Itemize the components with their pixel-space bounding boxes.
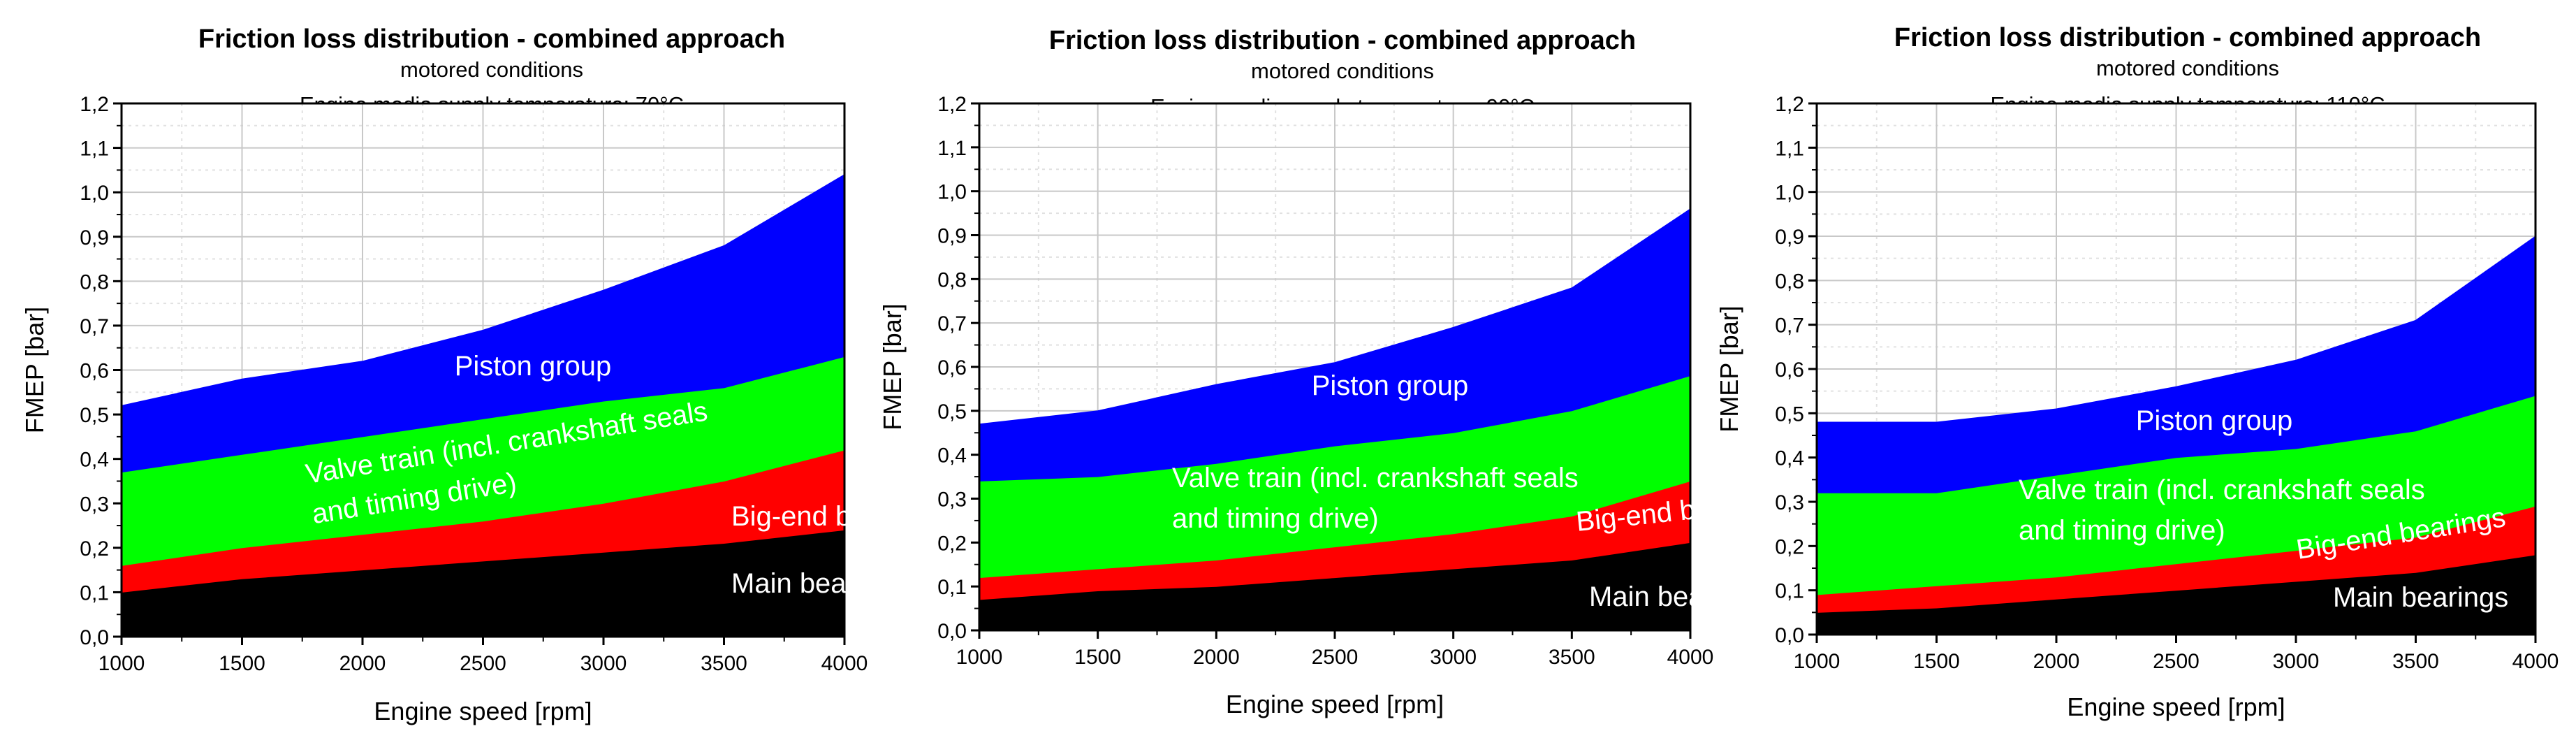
y-tick-label: 1,0 (1775, 182, 1804, 205)
y-tick-label: 0,6 (1775, 359, 1804, 382)
x-axis-label: Engine speed [rpm] (374, 697, 592, 725)
y-tick-label: 0,6 (937, 356, 967, 379)
y-tick-label: 0,0 (1775, 624, 1804, 647)
y-tick-label: 0,6 (80, 360, 109, 383)
series-label-line: Valve train (incl. crankshaft seals (2019, 475, 2425, 505)
y-tick-label: 0,1 (1775, 580, 1804, 603)
x-tick-label: 4000 (2512, 650, 2559, 673)
axis-ticks: 0,0 0,1 0,2 0,3 0,4 0,5 0,6 0,7 0,8 0,9 1,0 1,1 1,2 1… (937, 93, 1713, 669)
series-label-piston: Piston group (1312, 370, 1469, 401)
y-tick-label: 0,9 (1775, 226, 1804, 249)
x-tick-label: 2000 (1193, 646, 1240, 669)
x-tick-label: 3500 (2392, 650, 2439, 673)
y-tick-label: 0,2 (937, 532, 967, 555)
y-tick-label: 0,0 (80, 626, 109, 649)
x-tick-label: 1000 (1794, 650, 1840, 673)
x-tick-label: 3500 (1549, 646, 1595, 669)
axis-ticks: 0,0 0,1 0,2 0,3 0,4 0,5 0,6 0,7 0,8 0,9 1,0 1,1 1,2 1… (80, 93, 868, 675)
y-tick-label: 0,3 (80, 493, 109, 516)
x-tick-label: 3000 (1430, 646, 1477, 669)
x-tick-label: 3000 (580, 652, 627, 675)
chart-panel-110c: Friction loss distribution - combined ap… (1715, 23, 2559, 721)
y-tick-label: 0,8 (80, 270, 109, 294)
y-tick-label: 0,8 (937, 268, 967, 291)
series-label-valve: Valve train (incl. crankshaft seals and t… (1172, 463, 1579, 534)
y-axis-label: FMEP [bar] (878, 303, 907, 430)
y-tick-label: 0,0 (937, 620, 967, 643)
x-tick-label: 1500 (1074, 646, 1121, 669)
series-label-piston: Piston group (455, 351, 612, 382)
x-tick-label: 3500 (701, 652, 747, 675)
x-tick-label: 2500 (1312, 646, 1359, 669)
y-axis-label: FMEP [bar] (20, 307, 49, 433)
x-tick-label: 4000 (821, 652, 868, 675)
y-tick-label: 0,4 (80, 449, 109, 472)
x-tick-label: 3000 (2273, 650, 2320, 673)
series-label-big-end: Big-end bearings (731, 501, 942, 532)
y-tick-label: 0,2 (80, 537, 109, 560)
y-tick-label: 0,7 (80, 315, 109, 338)
y-tick-label: 0,1 (937, 576, 967, 599)
area-series-group (1816, 236, 2536, 635)
series-label-line: and timing drive) (1172, 503, 1379, 534)
y-tick-label: 1,2 (1775, 93, 1804, 116)
chart-title: Friction loss distribution - combined ap… (1894, 23, 2481, 52)
y-tick-label: 0,3 (1775, 491, 1804, 514)
y-tick-label: 0,3 (937, 489, 967, 512)
y-tick-label: 1,1 (80, 138, 109, 161)
y-tick-label: 1,2 (937, 93, 967, 116)
x-tick-label: 1000 (956, 646, 1003, 669)
series-label-valve: Valve train (incl. crankshaft seals and t… (2019, 475, 2425, 546)
y-tick-label: 0,2 (1775, 535, 1804, 558)
area-series-group (121, 173, 845, 637)
chart-subtitle: motored conditions (1251, 59, 1434, 83)
y-tick-label: 1,0 (937, 181, 967, 204)
x-tick-label: 2500 (460, 652, 506, 675)
x-tick-label: 1500 (219, 652, 265, 675)
y-tick-label: 0,9 (80, 226, 109, 249)
y-tick-label: 0,4 (937, 444, 967, 468)
x-tick-label: 2500 (2153, 650, 2200, 673)
y-tick-label: 0,7 (937, 312, 967, 335)
x-tick-label: 4000 (1667, 646, 1714, 669)
chart-panel-70c: Friction loss distribution - combined ap… (20, 24, 942, 725)
x-tick-label: 1000 (98, 652, 145, 675)
y-tick-label: 0,9 (937, 225, 967, 248)
series-label-main: Main bearings (2333, 582, 2508, 613)
x-tick-label: 2000 (2033, 650, 2080, 673)
chart-subtitle: motored conditions (2096, 56, 2279, 80)
area-series-group (979, 208, 1691, 631)
series-label-piston: Piston group (2136, 405, 2293, 436)
y-tick-label: 0,7 (1775, 314, 1804, 338)
y-tick-label: 1,0 (80, 182, 109, 205)
y-tick-label: 0,8 (1775, 270, 1804, 293)
y-tick-label: 1,1 (1775, 137, 1804, 160)
chart-panel-90c: Friction loss distribution - combined ap… (878, 26, 1788, 718)
chart-title: Friction loss distribution - combined ap… (198, 24, 785, 54)
x-axis-label: Engine speed [rpm] (2067, 693, 2285, 721)
series-label-main: Main bearings (1589, 581, 1764, 612)
x-tick-label: 2000 (339, 652, 386, 675)
series-label-line: and timing drive) (2019, 515, 2225, 546)
y-tick-label: 0,1 (80, 581, 109, 605)
y-tick-label: 0,4 (1775, 447, 1804, 470)
x-axis-label: Engine speed [rpm] (1226, 690, 1444, 718)
series-label-line: Valve train (incl. crankshaft seals (1172, 463, 1579, 493)
series-label-main: Main bearings (731, 568, 907, 599)
y-tick-label: 0,5 (1775, 403, 1804, 426)
chart-title: Friction loss distribution - combined ap… (1049, 26, 1636, 55)
x-tick-label: 1500 (1913, 650, 1960, 673)
y-tick-label: 1,2 (80, 93, 109, 116)
y-tick-label: 0,5 (80, 404, 109, 427)
y-axis-label: FMEP [bar] (1715, 305, 1743, 432)
y-tick-label: 0,5 (937, 400, 967, 424)
axis-ticks: 0,0 0,1 0,2 0,3 0,4 0,5 0,6 0,7 0,8 0,9 1,0 1,1 1,2 1… (1775, 93, 2559, 673)
y-tick-label: 1,1 (937, 137, 967, 160)
chart-subtitle: motored conditions (400, 57, 583, 82)
